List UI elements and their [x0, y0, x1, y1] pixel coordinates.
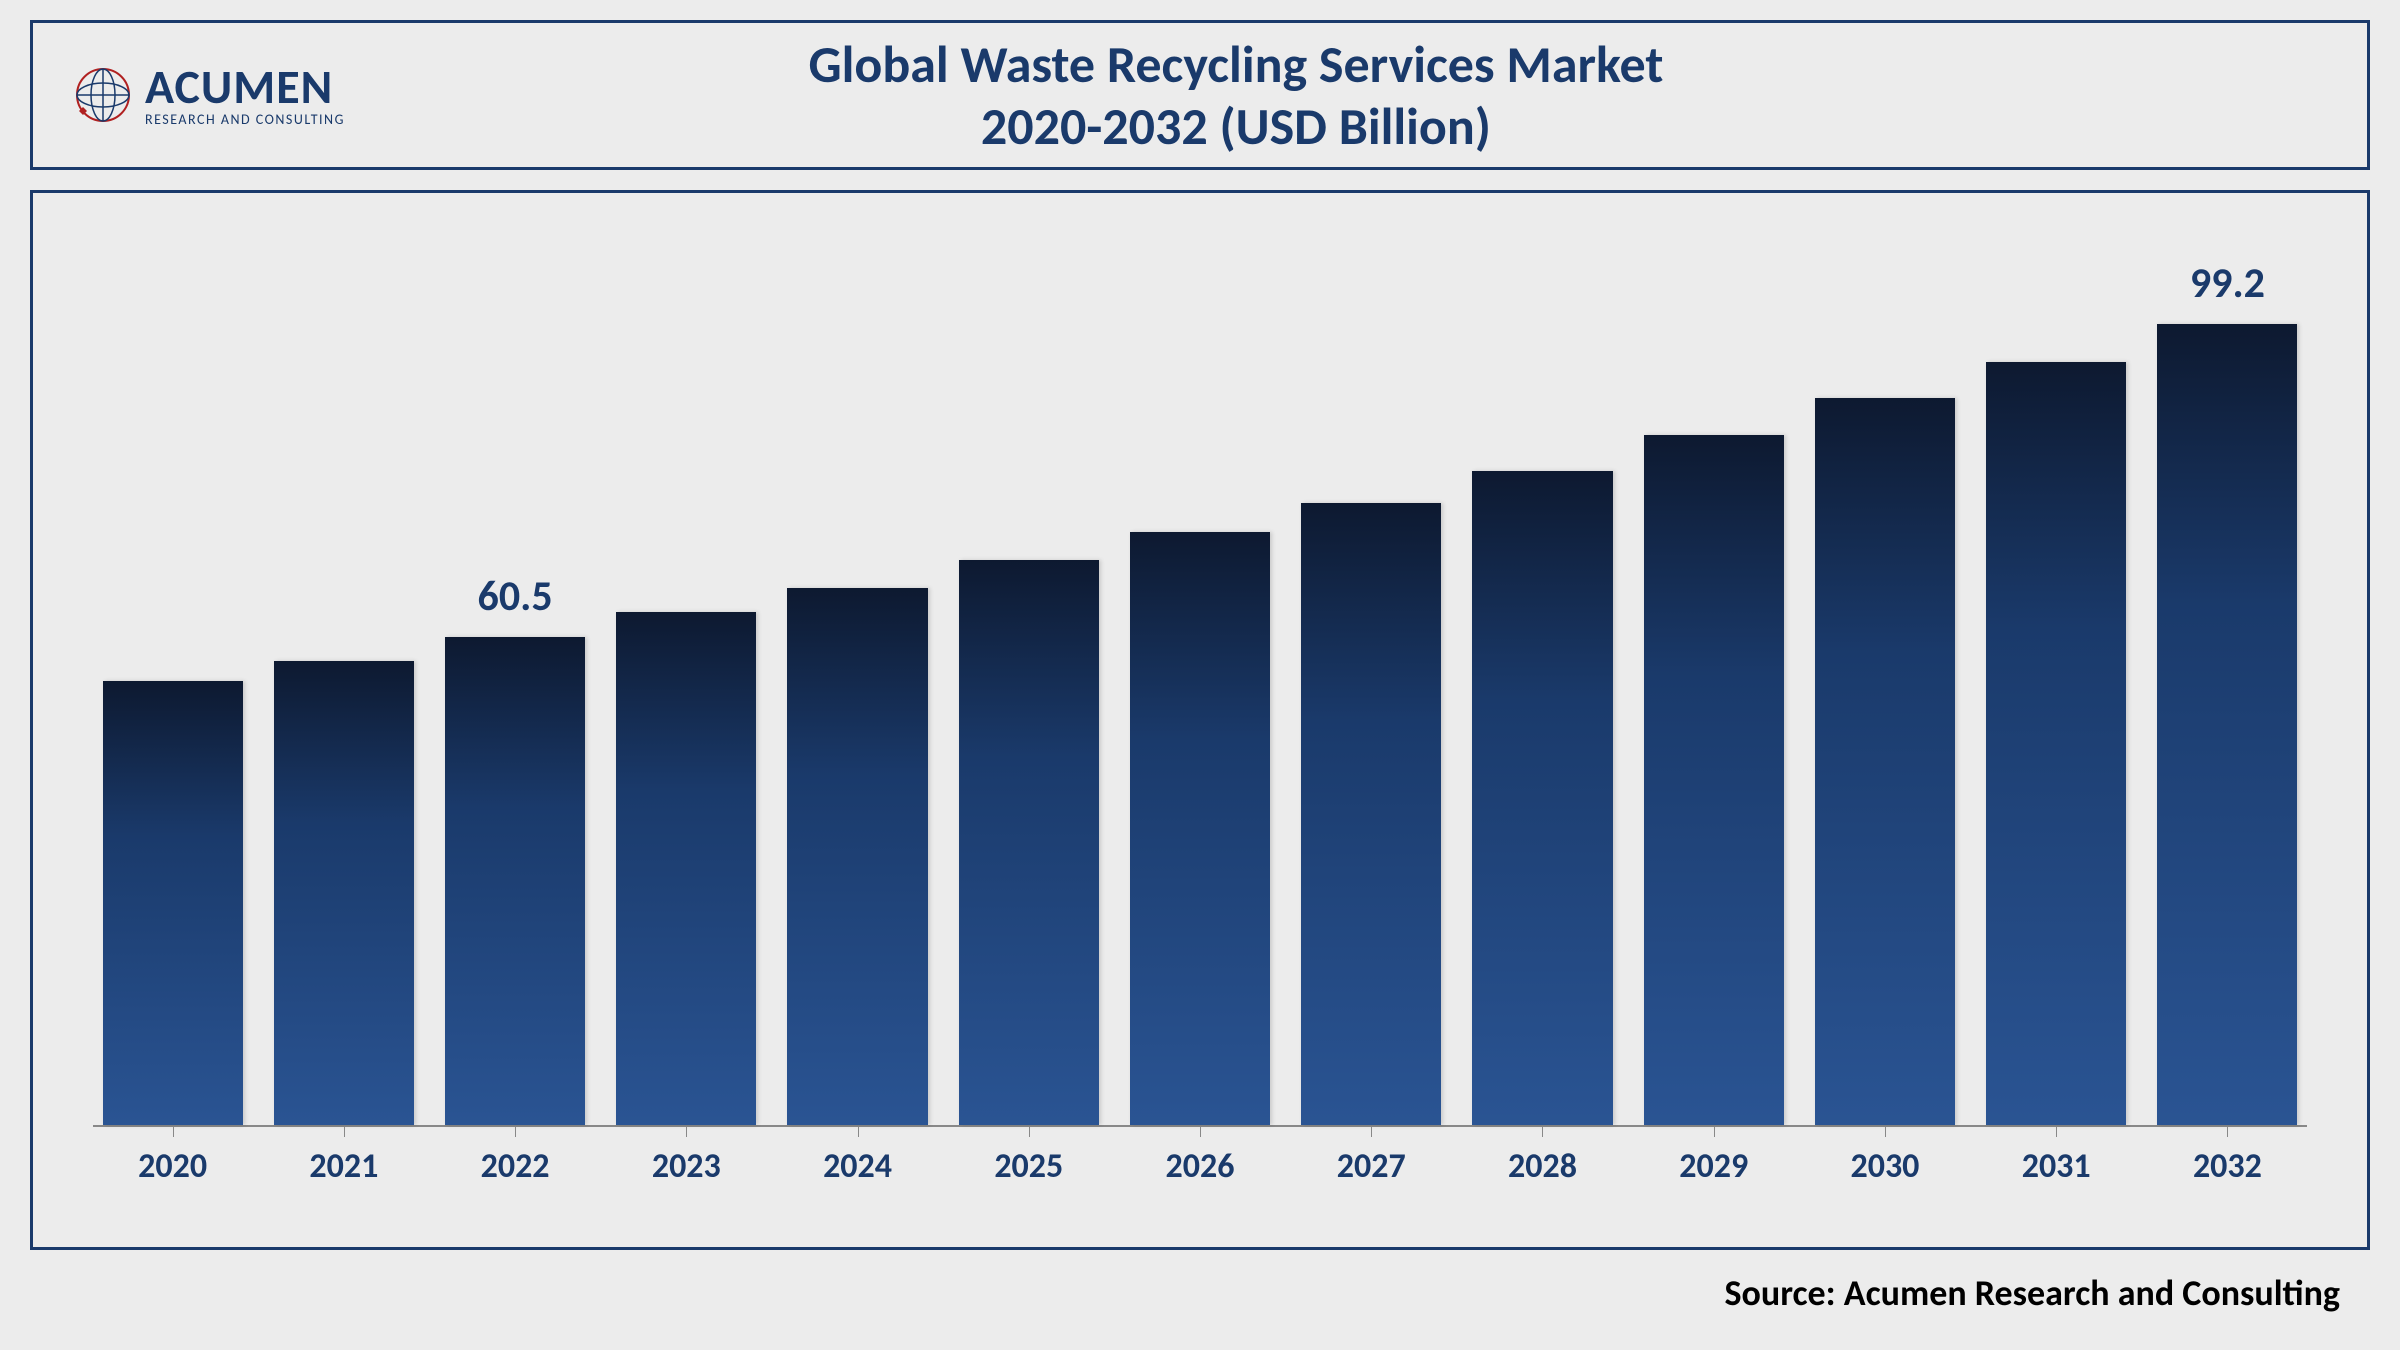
company-logo: ACUMEN RESEARCH AND CONSULTING — [73, 63, 345, 127]
x-axis-label: 2030 — [1805, 1146, 1964, 1187]
title-line-2: 2020-2032 (USD Billion) — [345, 95, 2127, 157]
tick-mark — [949, 1127, 1108, 1129]
bar — [445, 637, 585, 1125]
chart-panel: 60.599.2 2020202120222023202420252026202… — [30, 190, 2370, 1250]
bar — [1815, 398, 1955, 1125]
bar-wrapper — [1463, 253, 1622, 1125]
globe-icon — [73, 65, 133, 125]
tick-mark — [435, 1127, 594, 1129]
bar-wrapper — [264, 253, 423, 1125]
x-axis-label: 2023 — [607, 1146, 766, 1187]
title-line-1: Global Waste Recycling Services Market — [345, 33, 2127, 95]
bar — [274, 661, 414, 1125]
x-axis-label: 2024 — [778, 1146, 937, 1187]
x-axis-label: 2027 — [1292, 1146, 1451, 1187]
bar — [1130, 532, 1270, 1125]
tick-mark — [1463, 1127, 1622, 1129]
bar-value-label: 99.2 — [2190, 258, 2265, 309]
tick-marks — [93, 1127, 2307, 1129]
header-panel: ACUMEN RESEARCH AND CONSULTING Global Wa… — [30, 20, 2370, 170]
tick-mark — [1805, 1127, 1964, 1129]
x-axis-label: 2021 — [264, 1146, 423, 1187]
chart-title: Global Waste Recycling Services Market 2… — [345, 33, 2127, 158]
x-axis-label: 2032 — [2148, 1146, 2307, 1187]
tick-mark — [607, 1127, 766, 1129]
x-axis-label: 2022 — [435, 1146, 594, 1187]
bar-wrapper — [1977, 253, 2136, 1125]
bar-wrapper — [1120, 253, 1279, 1125]
bar-wrapper — [607, 253, 766, 1125]
source-attribution: Source: Acumen Research and Consulting — [1725, 1271, 2340, 1315]
tick-mark — [778, 1127, 937, 1129]
bar — [1986, 362, 2126, 1125]
tick-mark — [1977, 1127, 2136, 1129]
bar — [1644, 435, 1784, 1125]
x-axis-label: 2031 — [1977, 1146, 2136, 1187]
tick-mark — [2148, 1127, 2307, 1129]
x-axis-labels: 2020 2021 2022 2023 2024 2025 2026 2027 2028 2029… — [93, 1146, 2307, 1187]
bar — [2157, 324, 2297, 1125]
bar-wrapper — [1805, 253, 1964, 1125]
tick-mark — [93, 1127, 252, 1129]
bar — [103, 681, 243, 1125]
x-axis-label: 2028 — [1463, 1146, 1622, 1187]
bar — [959, 560, 1099, 1125]
logo-main-text: ACUMEN — [145, 63, 345, 111]
bar-value-label: 60.5 — [478, 571, 553, 622]
bar — [1301, 503, 1441, 1125]
bar — [787, 588, 927, 1125]
x-axis-label: 2020 — [93, 1146, 252, 1187]
bar — [1472, 471, 1612, 1125]
x-axis-label: 2025 — [949, 1146, 1108, 1187]
tick-mark — [1634, 1127, 1793, 1129]
bar-wrapper — [93, 253, 252, 1125]
tick-mark — [1292, 1127, 1451, 1129]
bar-wrapper — [1634, 253, 1793, 1125]
chart-area: 60.599.2 2020202120222023202420252026202… — [73, 253, 2327, 1207]
bars-container: 60.5 99.2 — [93, 253, 2307, 1127]
bar — [616, 612, 756, 1125]
bar-wrapper — [1292, 253, 1451, 1125]
bar-wrapper: 99.2 — [2148, 253, 2307, 1125]
bar-wrapper — [949, 253, 1108, 1125]
logo-text: ACUMEN RESEARCH AND CONSULTING — [145, 63, 345, 127]
logo-sub-text: RESEARCH AND CONSULTING — [145, 113, 345, 127]
tick-mark — [264, 1127, 423, 1129]
bar-wrapper — [778, 253, 937, 1125]
tick-mark — [1120, 1127, 1279, 1129]
x-axis-label: 2029 — [1634, 1146, 1793, 1187]
x-axis-label: 2026 — [1120, 1146, 1279, 1187]
bar-wrapper: 60.5 — [435, 253, 594, 1125]
